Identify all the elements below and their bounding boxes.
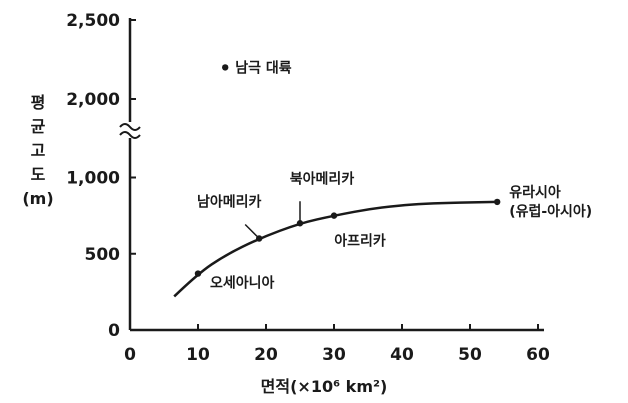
y-tick-label: 500 xyxy=(85,245,121,265)
data-point-label: 남극 대륙 xyxy=(235,59,292,76)
data-point xyxy=(494,198,501,206)
x-axis-title: 면적(×10⁶ km²) xyxy=(261,377,388,396)
data-point-label: 남아메리카 xyxy=(197,194,262,211)
x-tick-label: 60 xyxy=(526,345,550,365)
label-leader-line xyxy=(244,223,260,240)
y-ticks: 0 500 1,000 2,000 2,500 xyxy=(66,11,136,341)
data-point xyxy=(194,270,202,277)
x-tick-label: 20 xyxy=(254,345,278,365)
y-tick-label: 2,000 xyxy=(66,90,120,110)
data-point-label: 오세아니아 xyxy=(210,275,275,292)
x-ticks: 0 10 20 30 40 50 60 xyxy=(124,324,550,365)
x-tick-label: 10 xyxy=(186,345,210,365)
y-axis-title: 평 균 고 도 (m) xyxy=(22,93,53,208)
y-tick-label: 2,500 xyxy=(66,11,120,31)
y-tick-label: 0 xyxy=(108,321,120,341)
data-point xyxy=(330,212,338,219)
x-tick-label: 40 xyxy=(390,345,414,365)
x-tick-label: 30 xyxy=(322,345,346,365)
x-tick-label: 0 xyxy=(124,345,136,365)
data-point-label: 유라시아 (유럽-아시아) xyxy=(509,184,592,220)
data-point xyxy=(222,64,229,71)
data-point-label: 아프리카 xyxy=(334,233,386,250)
y-tick-label: 1,000 xyxy=(66,169,120,189)
y-axis-break-mark xyxy=(119,122,141,139)
x-tick-label: 50 xyxy=(458,345,482,365)
data-point-label: 북아메리카 xyxy=(290,170,355,187)
